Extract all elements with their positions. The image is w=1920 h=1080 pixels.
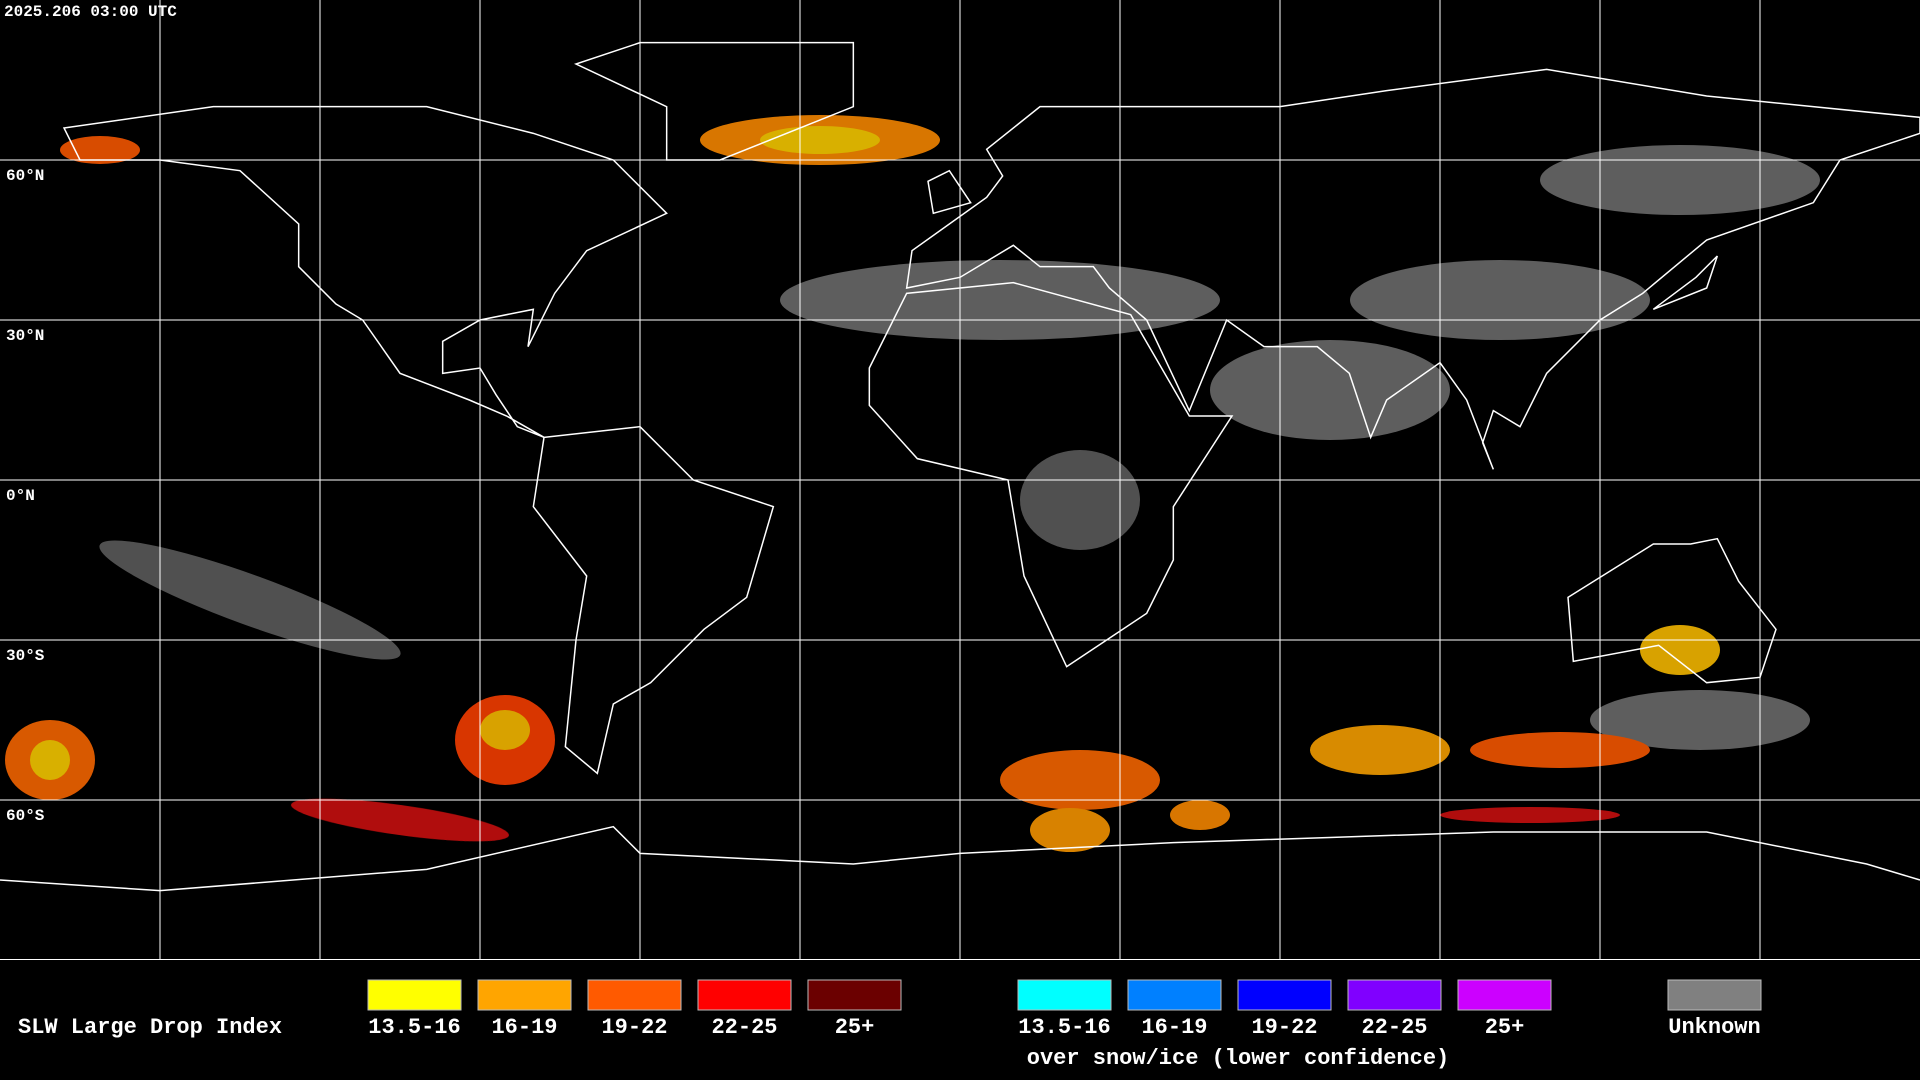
legend-swatch [1237, 979, 1332, 1011]
legend-label: 16-19 [491, 1015, 557, 1040]
latitude-label: 30°S [6, 647, 45, 665]
latitude-label: 60°N [6, 167, 44, 185]
timestamp: 2025.206 03:00 UTC [4, 3, 177, 21]
legend-swatch [367, 979, 462, 1011]
legend-swatch [587, 979, 682, 1011]
legend-swatch [807, 979, 902, 1011]
legend-label: 19-22 [1251, 1015, 1317, 1040]
legend-label: Unknown [1668, 1015, 1760, 1040]
legend-title: SLW Large Drop Index [18, 1015, 282, 1040]
latitude-label: 60°S [6, 807, 45, 825]
latitude-label: 0°N [6, 487, 35, 505]
snow-ice-caption: over snow/ice (lower confidence) [1027, 1046, 1449, 1071]
legend-swatch [1127, 979, 1222, 1011]
legend-label: 25+ [835, 1015, 875, 1040]
legend-label: 16-19 [1141, 1015, 1207, 1040]
legend-label: 25+ [1485, 1015, 1525, 1040]
latitude-label: 30°N [6, 327, 44, 345]
legend-swatch [1457, 979, 1552, 1011]
legend-label: 13.5-16 [1018, 1015, 1110, 1040]
legend-swatch [1017, 979, 1112, 1011]
legend-label: 13.5-16 [368, 1015, 460, 1040]
map-border [0, 959, 1920, 960]
graticule [0, 0, 1920, 959]
legend-label: 22-25 [711, 1015, 777, 1040]
legend-swatch [477, 979, 572, 1011]
legend-swatch [1347, 979, 1442, 1011]
legend-swatch [697, 979, 792, 1011]
legend-label: 19-22 [601, 1015, 667, 1040]
legend-swatch [1667, 979, 1762, 1011]
legend-label: 22-25 [1361, 1015, 1427, 1040]
